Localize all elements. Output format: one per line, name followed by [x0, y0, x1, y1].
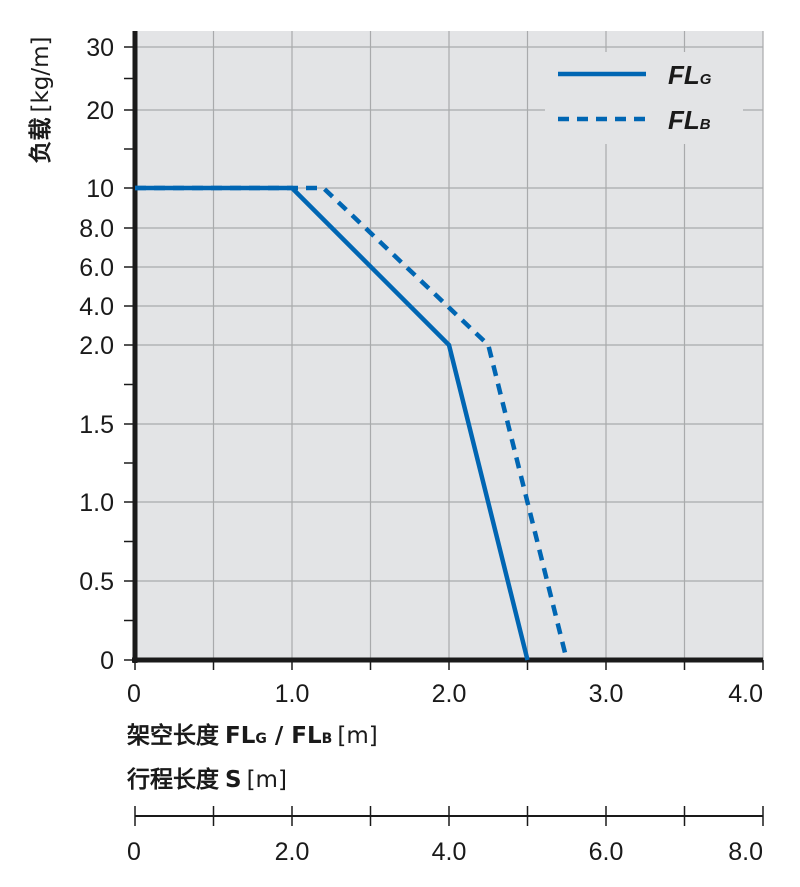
y-tick-labels: 0 0.5 1.0 1.5 2.0 4.0 6.0 8.0 10 20 30 — [79, 34, 114, 675]
y-tick-label: 0 — [100, 647, 114, 675]
x-tick-label: 4.0 — [728, 680, 763, 708]
x-tick-label: 1.0 — [275, 680, 310, 708]
y-tick-label: 4.0 — [79, 293, 114, 321]
y-axis-title: 负载[kg/m] — [28, 36, 54, 163]
series-line-flb — [135, 185, 569, 661]
y-tick-label: 2.0 — [79, 332, 114, 360]
legend-label-flg: FLG — [668, 60, 712, 90]
y-tick-label: 30 — [86, 34, 114, 62]
x2-tick-label: 8.0 — [728, 838, 763, 866]
y-tick-label: 20 — [86, 97, 114, 125]
x-axis-title: 架空长度 FLG / FLB [m] — [127, 722, 378, 749]
y-tick-label: 10 — [86, 175, 114, 203]
y-tick-label: 1.5 — [79, 411, 114, 439]
x-tick-labels: 0 1.0 2.0 3.0 4.0 — [127, 680, 763, 708]
y-tick-label: 8.0 — [79, 215, 114, 243]
legend-label-flb: FLB — [668, 105, 711, 135]
x2-tick-label: 0 — [127, 838, 141, 866]
x-tick-label: 2.0 — [432, 680, 467, 708]
x-axis-ticks — [134, 660, 764, 670]
x-axis-2-ticks — [134, 806, 764, 826]
x-axis-2-tick-labels: 0 2.0 4.0 6.0 8.0 — [127, 838, 763, 866]
legend-background — [545, 52, 743, 144]
y-tick-label: 6.0 — [79, 254, 114, 282]
x-axis-2-title: 行程长度 S [m] — [126, 766, 287, 793]
series-group — [135, 185, 569, 661]
y-tick-label: 1.0 — [79, 489, 114, 517]
x2-tick-label: 2.0 — [275, 838, 310, 866]
x-tick-label: 0 — [127, 680, 141, 708]
y-tick-label: 0.5 — [79, 568, 114, 596]
x2-tick-label: 6.0 — [589, 838, 624, 866]
legend: FLG FLB — [545, 52, 743, 144]
x-tick-label: 3.0 — [589, 680, 624, 708]
x2-tick-label: 4.0 — [432, 838, 467, 866]
